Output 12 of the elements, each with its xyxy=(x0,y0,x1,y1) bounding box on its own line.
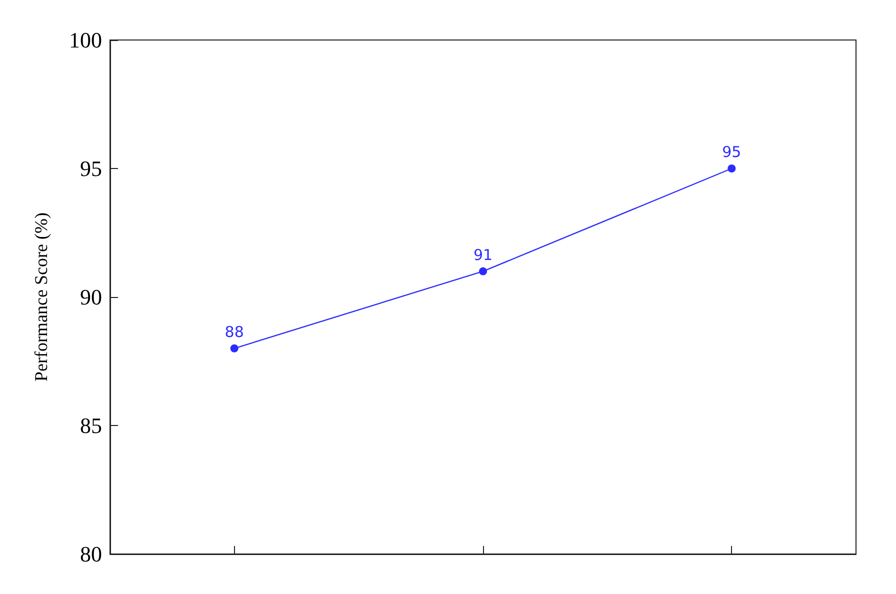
point xyxy=(230,344,238,352)
point xyxy=(728,164,736,172)
y-tick-label: 100 xyxy=(69,28,102,52)
y-tick-label: 95 xyxy=(80,156,102,181)
data-label: 91 xyxy=(473,246,493,264)
y-tick-label: 90 xyxy=(80,284,102,310)
y-axis-title: Performance Score (%) xyxy=(31,212,51,382)
point xyxy=(479,267,487,276)
y-tick-label: 85 xyxy=(80,413,102,438)
y-tick-label: 80 xyxy=(80,542,102,566)
data-label: 95 xyxy=(722,143,742,161)
data-label: 88 xyxy=(224,322,244,341)
